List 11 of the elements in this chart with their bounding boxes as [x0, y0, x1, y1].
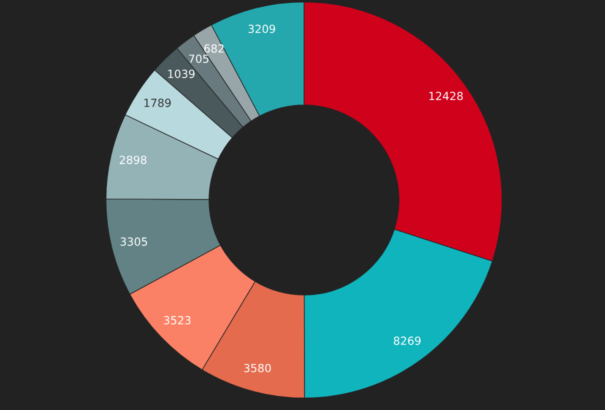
data-label: 682 [204, 44, 224, 53]
data-label: 12428 [429, 92, 463, 100]
data-label: 3580 [244, 364, 271, 372]
data-label: 8269 [394, 336, 421, 345]
data-label: 3209 [248, 24, 276, 34]
data-label: 1789 [144, 98, 171, 108]
data-label: 2898 [120, 156, 146, 164]
data-label: 705 [189, 54, 208, 63]
data-label: 1039 [168, 70, 195, 78]
data-label: 3305 [120, 237, 148, 246]
data-label: 3523 [164, 316, 191, 324]
